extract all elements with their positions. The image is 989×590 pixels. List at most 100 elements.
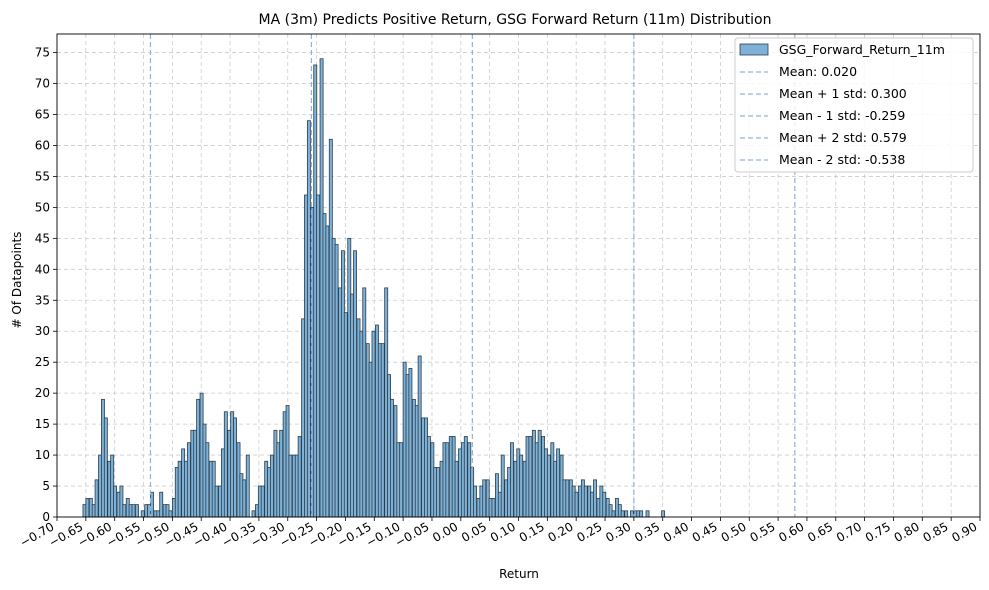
x-tick-label: 0.20 <box>546 519 576 544</box>
histogram-bar <box>583 485 588 518</box>
histogram-bar <box>624 510 629 518</box>
histogram-bar <box>223 411 228 518</box>
x-tick-label: 0.15 <box>517 519 547 544</box>
histogram-bar <box>297 436 302 518</box>
legend-label: Mean - 2 std: -0.538 <box>779 152 905 167</box>
legend-box <box>734 37 974 173</box>
histogram-bar <box>593 479 597 518</box>
histogram-bar <box>510 442 514 518</box>
legend-label: Mean + 1 std: 0.300 <box>779 86 907 101</box>
histogram-bar <box>436 467 441 518</box>
histogram-bar <box>399 442 404 518</box>
histogram-bar <box>233 417 237 518</box>
x-tick-label: 0.70 <box>834 519 864 544</box>
histogram-bar <box>316 194 321 518</box>
chart-title: MA (3m) Predicts Positive Return, GSG Fo… <box>259 12 772 28</box>
legend-label: GSG_Forward_Return_11m <box>779 42 945 57</box>
y-tick-label: 0 <box>42 510 50 524</box>
legend: GSG_Forward_Return_11m Mean: 0.020 Mean + … <box>734 37 974 173</box>
y-tick-label: 65 <box>35 108 50 122</box>
x-tick-label: 0.35 <box>632 519 662 544</box>
x-tick-label: 0.45 <box>690 519 720 544</box>
histogram-bar <box>214 485 219 518</box>
y-tick-label: 15 <box>35 417 50 431</box>
histogram-bar <box>85 498 90 518</box>
x-tick-label: 0.60 <box>776 519 806 544</box>
y-tick-label: 50 <box>35 200 50 214</box>
histogram-bar <box>353 250 357 518</box>
x-tick-label: 0.40 <box>661 519 691 544</box>
plot-frame <box>56 33 981 518</box>
histogram-bar <box>288 454 293 518</box>
x-tick-label: 0.90 <box>949 519 979 544</box>
histogram-bar <box>196 398 201 518</box>
histogram-bar <box>362 287 367 518</box>
histogram-bar <box>556 448 561 518</box>
histogram-bar <box>159 491 164 518</box>
histogram-bar <box>463 436 468 518</box>
histogram-bar <box>306 120 311 518</box>
histogram-bar <box>602 491 607 518</box>
legend-label: Mean + 2 std: 0.579 <box>779 130 907 145</box>
x-tick-label: 0.10 <box>488 519 518 544</box>
histogram-bar <box>500 454 505 518</box>
y-tick-label: 25 <box>35 355 50 369</box>
x-tick-label: 0.25 <box>574 519 604 544</box>
x-tick-label: 0.30 <box>603 519 633 544</box>
histogram-bar <box>334 244 339 518</box>
y-tick-label: 10 <box>35 448 50 462</box>
histogram-bar <box>135 504 139 518</box>
legend-label: Mean: 0.020 <box>779 64 857 79</box>
histogram-bar <box>473 485 477 518</box>
histogram-bar <box>168 510 173 518</box>
y-tick-label: 35 <box>35 293 50 307</box>
x-tick-label: 0.65 <box>805 519 835 544</box>
y-tick-label: 20 <box>35 386 50 400</box>
x-axis-title: Return <box>499 567 539 581</box>
histogram-bar <box>150 491 154 518</box>
y-axis-title: # Of Datapoints <box>10 232 24 329</box>
histogram-bars <box>82 58 666 518</box>
histogram-bar <box>140 510 145 518</box>
histogram-bar <box>565 479 570 518</box>
y-tick-label: 70 <box>35 77 50 91</box>
x-tick-label: 0.55 <box>747 519 777 544</box>
histogram-bar <box>620 510 625 518</box>
y-tick-label: 5 <box>42 479 50 493</box>
histogram-bar <box>519 454 524 518</box>
y-tick-label: 75 <box>35 46 50 60</box>
histogram-bar <box>661 510 666 518</box>
x-tick-label: −0.05 <box>393 519 432 550</box>
histogram-bar <box>131 504 136 518</box>
histogram-bar <box>390 398 394 518</box>
histogram-bar <box>325 225 330 518</box>
histogram-bar <box>426 436 431 518</box>
histogram-bar <box>645 510 650 518</box>
histogram-bar <box>245 454 250 518</box>
histogram-bar <box>122 504 127 518</box>
histogram-bar <box>482 479 487 518</box>
histogram-bar <box>546 454 551 518</box>
histogram-bar <box>205 442 210 518</box>
y-tick-label: 45 <box>35 231 50 245</box>
histogram-bar <box>528 436 533 518</box>
histogram-bar <box>630 510 634 518</box>
histogram-bar <box>242 479 247 518</box>
histogram-bar <box>408 367 413 518</box>
x-tick-label: 0.50 <box>719 519 749 544</box>
grid <box>56 34 981 518</box>
histogram-bar <box>380 343 385 518</box>
histogram-bar <box>270 454 274 518</box>
histogram-bar <box>611 510 616 518</box>
y-tick-label: 30 <box>35 324 50 338</box>
legend-label: Mean - 1 std: -0.259 <box>779 108 905 123</box>
histogram-bar <box>186 442 191 518</box>
legend-swatch-bar <box>739 43 769 56</box>
histogram-bar <box>417 355 422 518</box>
histogram-bar <box>371 330 376 518</box>
x-tick-label: 0.75 <box>863 519 893 544</box>
histogram-bar <box>639 510 644 518</box>
histogram-bar <box>491 498 496 518</box>
